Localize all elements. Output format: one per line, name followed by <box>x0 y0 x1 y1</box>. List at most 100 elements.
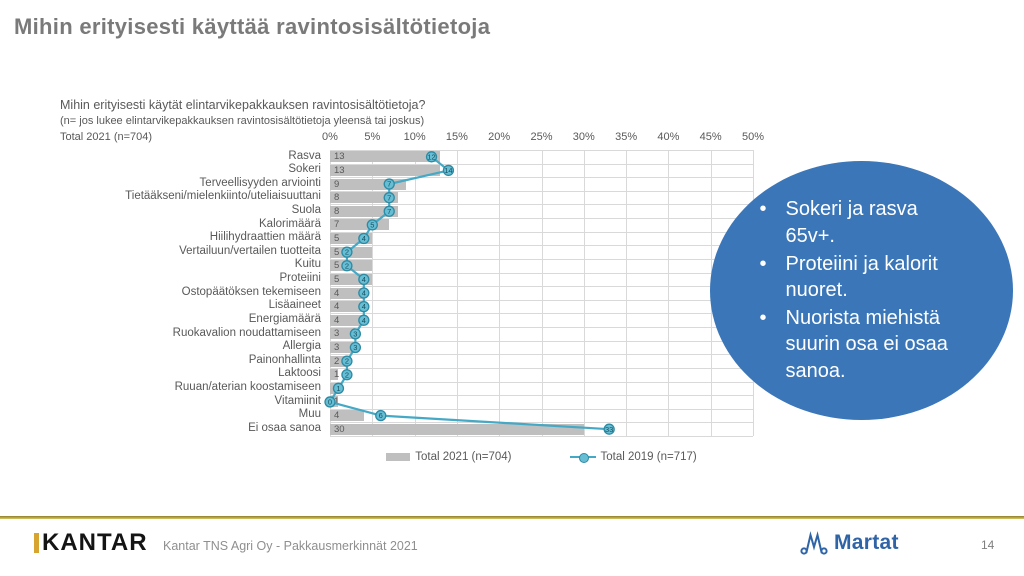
gridline-horizontal <box>330 150 753 151</box>
bar-total-2021 <box>330 164 440 176</box>
gridline-horizontal <box>330 231 753 233</box>
line-marker <box>383 178 395 190</box>
category-label: Ostopäätöksen tekemiseen <box>181 285 321 298</box>
line-value-label: 7 <box>387 207 391 216</box>
bar-value-label: 8 <box>334 205 340 217</box>
callout-bullet: Proteiini ja kalorit nuoret. <box>756 251 968 304</box>
x-tick-label: 20% <box>488 131 511 143</box>
line-marker <box>358 273 370 286</box>
gridline-vertical <box>541 150 543 436</box>
line-marker <box>358 300 370 313</box>
line-value-label: 2 <box>345 357 349 366</box>
chart-total-label: Total 2021 (n=704) <box>60 131 153 143</box>
gridline-horizontal <box>330 422 753 424</box>
chart-legend: Total 2021 (n=704) Total 2019 (n=717) <box>330 451 753 463</box>
bar-total-2021 <box>330 423 584 435</box>
bar-total-2021 <box>330 151 440 163</box>
gridline-vertical <box>372 150 374 436</box>
gridline-horizontal <box>330 272 753 274</box>
gridline-horizontal <box>330 367 753 369</box>
line-marker <box>341 246 353 258</box>
x-tick-label: 45% <box>699 131 722 143</box>
line-marker <box>324 396 336 408</box>
bar-value-label: 1 <box>334 369 340 381</box>
kantar-gold-stem-icon <box>34 533 39 553</box>
category-labels: Rasva Sokeri Terveellisyyden arviointi Tiet… <box>0 150 326 436</box>
legend-label: Total 2019 (n=717) <box>600 451 697 463</box>
category-label: Hiilihydraattien määrä <box>209 231 321 244</box>
gridline-horizontal <box>330 340 753 342</box>
line-value-label: 4 <box>362 316 366 325</box>
legend-item: Total 2019 (n=717) <box>569 451 697 463</box>
callout-bullet-list: Sokeri ja rasva 65v+.Proteiini ja kalori… <box>756 195 968 385</box>
category-label: Suola <box>291 203 321 216</box>
martat-monogram-icon <box>800 531 828 555</box>
gridline-horizontal <box>330 286 753 288</box>
category-label: Muu <box>298 408 321 421</box>
line-value-label: 3 <box>353 343 357 352</box>
page-title: Mihin erityisesti käyttää ravintosisältö… <box>14 14 491 39</box>
category-label: Rasva <box>288 149 321 162</box>
gridline-horizontal <box>330 381 753 383</box>
category-label: Tietääkseni/mielenkiinto/uteliaisuuttani <box>125 190 321 203</box>
line-marker <box>358 287 370 299</box>
gridline-vertical <box>414 150 416 436</box>
bar-total-2021 <box>330 328 356 340</box>
gridline-vertical <box>583 150 585 436</box>
x-tick-label: 25% <box>530 131 553 143</box>
line-marker <box>366 219 378 231</box>
gridline-horizontal <box>330 313 753 315</box>
bar-total-2021 <box>330 233 373 245</box>
bar-value-label: 4 <box>334 287 340 299</box>
line-marker <box>358 314 370 326</box>
bar-value-label: 30 <box>334 423 345 435</box>
martat-logo: Martat <box>799 528 899 558</box>
callout-bullet: Nuorista miehistä suurin osa ei osaa san… <box>756 305 968 385</box>
category-label: Terveellisyyden arviointi <box>199 176 321 189</box>
category-label: Sokeri <box>288 163 321 176</box>
page-number: 14 <box>981 538 995 552</box>
gridline-horizontal <box>330 299 753 301</box>
bar-total-2021 <box>330 314 364 326</box>
callout-bullet: Sokeri ja rasva 65v+. <box>756 196 968 249</box>
line-value-label: 14 <box>444 166 452 175</box>
legend-bar-swatch-icon <box>386 453 411 461</box>
callout-ellipse: Sokeri ja rasva 65v+.Proteiini ja kalori… <box>710 161 1013 420</box>
gridline-horizontal <box>330 354 753 356</box>
legend-item: Total 2021 (n=704) <box>386 451 512 463</box>
bar-total-2021 <box>330 273 373 285</box>
chart-note: (n= jos lukee elintarvikepakkauksen ravi… <box>60 115 425 127</box>
line-marker <box>332 382 345 394</box>
gridline-vertical <box>626 150 628 436</box>
line-marker <box>425 151 438 163</box>
line-marker <box>375 409 387 422</box>
x-tick-label: 50% <box>741 131 765 143</box>
bar-total-2021 <box>330 219 390 231</box>
category-label: Energiamäärä <box>248 312 321 325</box>
gridline-horizontal <box>330 218 753 220</box>
gridline-horizontal <box>330 177 753 179</box>
line-value-label: 3 <box>353 329 357 338</box>
category-label: Ei osaa sanoa <box>248 421 321 434</box>
line-marker <box>349 341 362 354</box>
line-value-label: 7 <box>387 193 391 202</box>
line-value-label: 6 <box>379 411 383 420</box>
bar-value-label: 4 <box>334 314 340 326</box>
bar-total-2021 <box>330 205 398 217</box>
category-label: Proteiini <box>279 272 321 285</box>
line-value-label: 4 <box>362 289 366 298</box>
bar-total-2021 <box>330 192 398 204</box>
martat-logo-text: Martat <box>834 531 899 554</box>
line-marker <box>341 260 353 272</box>
line-value-label: 4 <box>362 302 366 311</box>
gridline-horizontal <box>330 395 753 397</box>
bar-total-2021 <box>330 369 339 381</box>
category-label: Vitamiinit <box>274 394 321 407</box>
chart-question: Mihin erityisesti käytät elintarvikepakk… <box>60 98 426 112</box>
legend-label: Total 2021 (n=704) <box>415 451 512 463</box>
bar-value-label: 7 <box>334 219 340 231</box>
line-value-label: 0 <box>328 398 332 407</box>
category-label: Kalorimäärä <box>259 217 321 230</box>
bar-value-label: 2 <box>334 355 340 367</box>
x-axis-ticks: 0% 5% 10% 15% 20% 25% 30% 35% 40% 45% 50% <box>322 131 764 145</box>
